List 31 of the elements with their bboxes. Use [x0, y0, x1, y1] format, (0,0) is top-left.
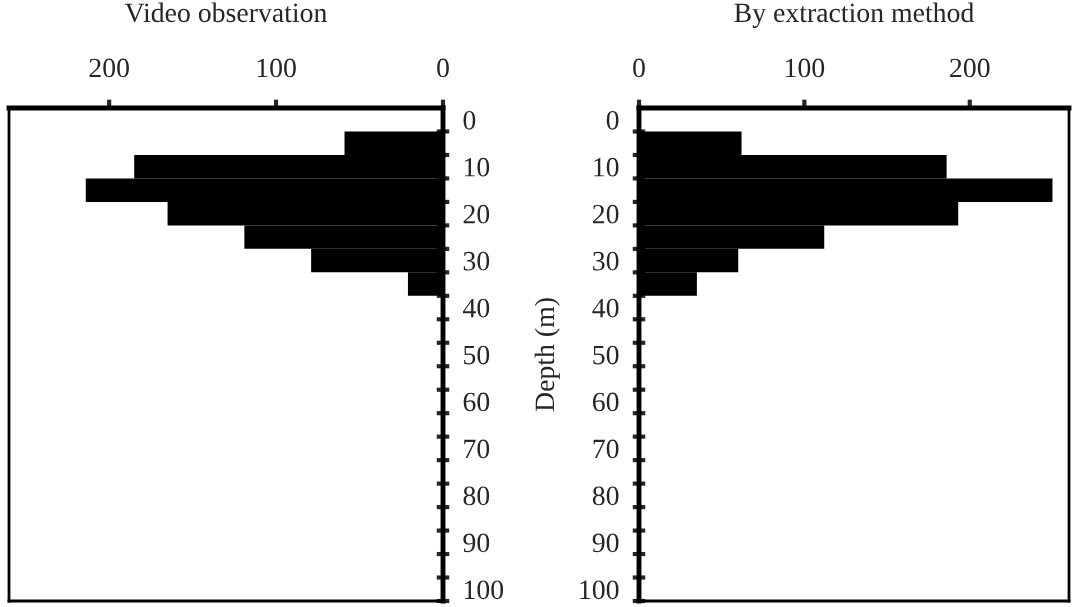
y-tick-label: 50 — [593, 345, 619, 365]
y-tick-label: 0 — [463, 110, 476, 130]
y-tick-label: 10 — [464, 157, 490, 177]
y-tick-label: 20 — [593, 204, 619, 224]
y-tick-label: 10 — [594, 157, 619, 177]
y-tick-label: 90 — [592, 533, 619, 553]
y-tick-label: 70 — [464, 439, 490, 459]
y-tick-label: 40 — [592, 298, 619, 318]
y-tick-label: 70 — [593, 439, 619, 459]
y-tick-label: 30 — [463, 251, 490, 271]
y-tick-label: 0 — [606, 110, 619, 130]
y-tick-label: 60 — [463, 392, 490, 412]
x-tick-label: 100 — [257, 58, 296, 78]
y-tick-label: 50 — [464, 345, 490, 365]
y-tick-label: 80 — [463, 486, 490, 506]
y-tick-label: 100 — [464, 580, 504, 600]
y-tick-label: 30 — [593, 251, 619, 271]
chart-title: Video observation — [124, 2, 327, 23]
y-tick-label: 90 — [463, 533, 490, 553]
y-tick-label: 40 — [462, 298, 490, 318]
y-tick-label: 80 — [592, 486, 619, 506]
y-tick-label: 60 — [592, 392, 619, 412]
y-axis-title: Depth (m) — [534, 298, 560, 412]
x-tick-label: 200 — [950, 58, 990, 78]
y-tick-label: 20 — [463, 204, 490, 224]
x-tick-label: 0 — [437, 58, 449, 78]
x-tick-label: 200 — [89, 58, 129, 78]
chart-title: By extraction method — [734, 2, 974, 28]
y-tick-label: 100 — [580, 580, 619, 600]
x-tick-label: 100 — [785, 58, 825, 78]
x-tick-label: 0 — [633, 58, 645, 78]
